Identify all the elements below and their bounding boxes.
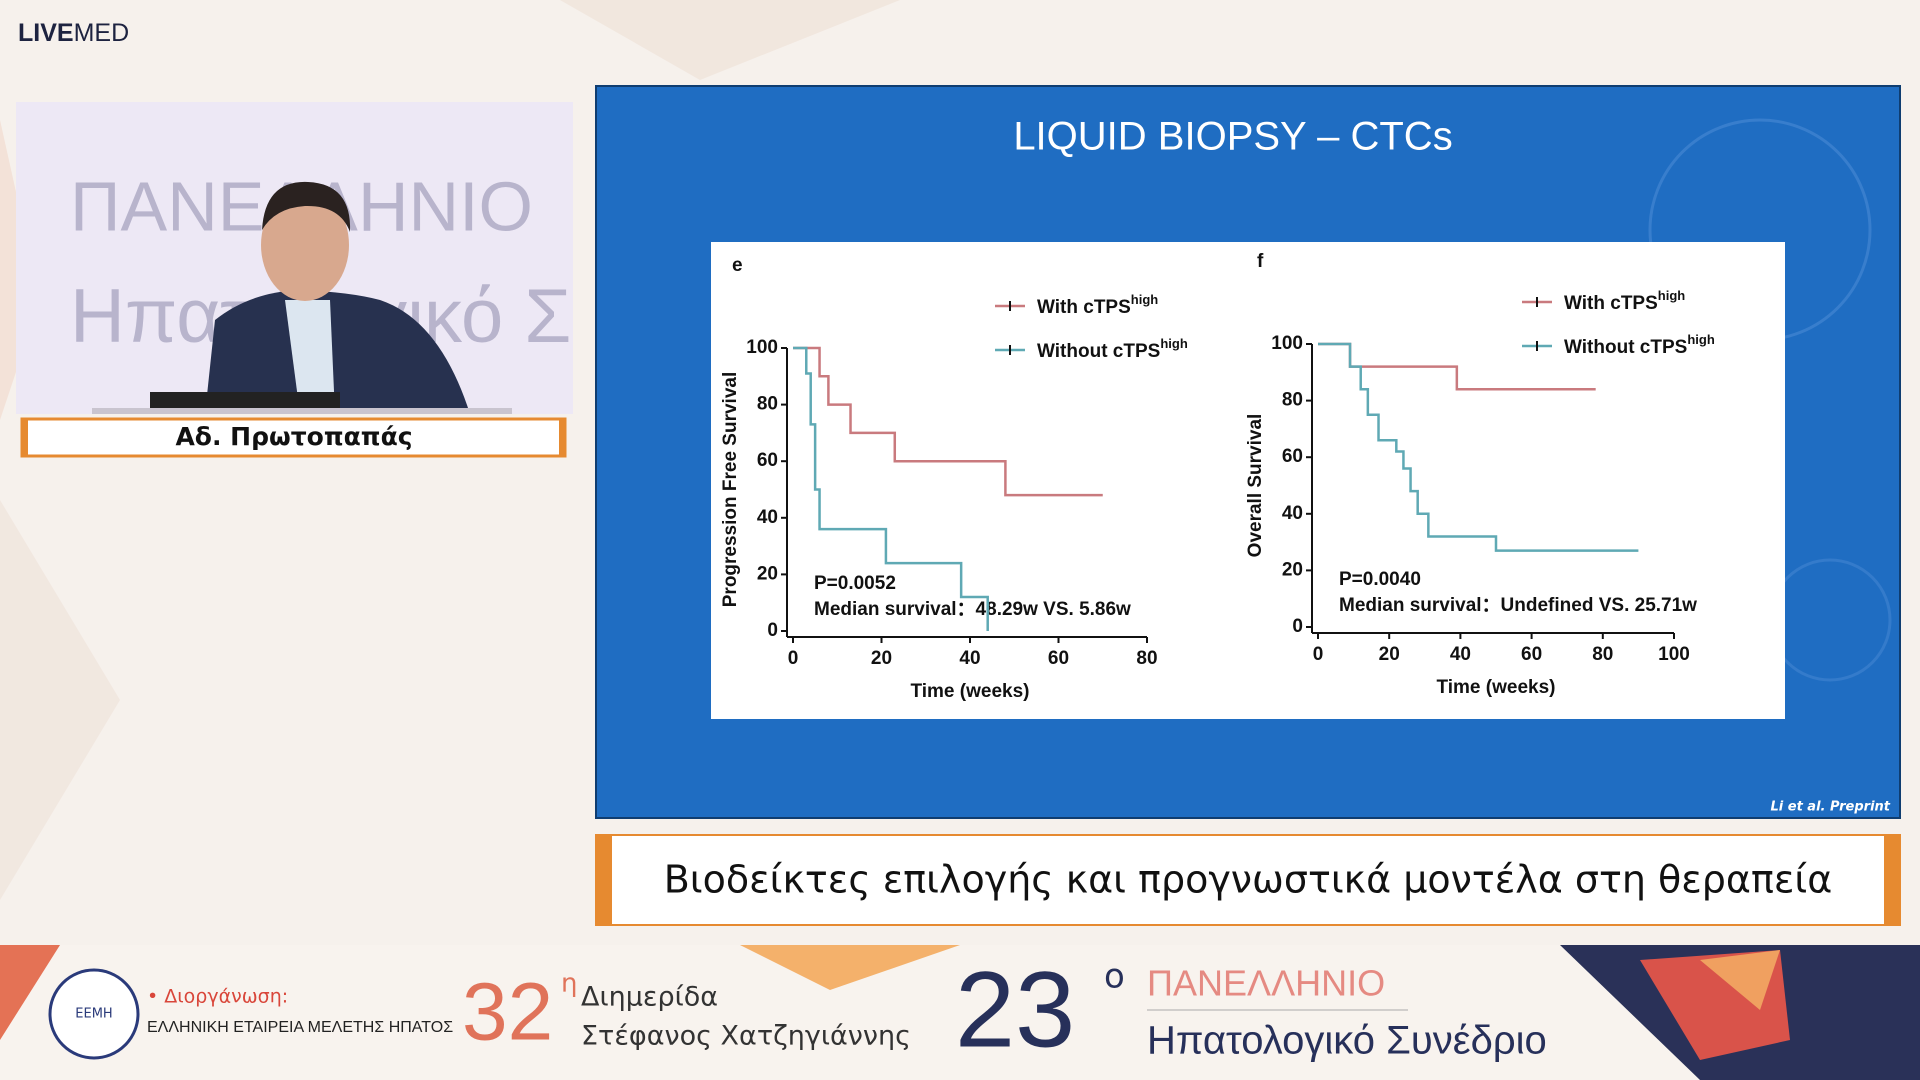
- x-axis-label: Time (weeks): [1437, 677, 1556, 698]
- event-sup: η: [561, 969, 577, 999]
- y-tick-label: 60: [757, 450, 778, 471]
- organizer-label: • Διοργάνωση:: [147, 986, 288, 1008]
- annotation: Median survival：48.29w VS. 5.86w: [814, 599, 1131, 620]
- legend-name: Without cTPS: [1037, 341, 1160, 362]
- annotation: P=0.0040: [1339, 569, 1421, 590]
- survival-curve: [793, 346, 989, 631]
- x-axis-label: Time (weeks): [911, 681, 1030, 702]
- y-tick-label: 80: [1282, 390, 1303, 411]
- legend-sup: high: [1658, 288, 1685, 303]
- survival-curve: [1318, 342, 1639, 552]
- x-tick-label: 100: [1658, 644, 1690, 665]
- event-sup: ο: [1104, 957, 1125, 997]
- video: ΠΑΝΕΛΛΗΝΙΟ Ηπατολογικό Σ: [16, 102, 573, 414]
- y-tick-label: 100: [1271, 333, 1303, 354]
- logo-bold: LIVE: [18, 19, 74, 47]
- name-bar-edge: [559, 419, 565, 456]
- y-tick-label: 0: [1292, 616, 1303, 637]
- slide-title: LIQUID BIOPSY – CTCs: [1013, 115, 1452, 159]
- y-tick-label: 80: [757, 394, 778, 415]
- event-line: Διημερίδα: [581, 982, 718, 1013]
- x-tick-label: 0: [788, 648, 799, 669]
- legend-name: Without cTPS: [1564, 337, 1687, 358]
- event-number: 23: [955, 949, 1075, 1070]
- y-tick-label: 60: [1282, 446, 1303, 467]
- x-tick-label: 0: [1313, 644, 1324, 665]
- citation: Li et al. Preprint: [1770, 800, 1890, 815]
- y-tick-label: 40: [1282, 503, 1303, 524]
- legend-sup: high: [1687, 332, 1714, 347]
- y-tick-label: 20: [1282, 559, 1303, 580]
- event-line: ΠΑΝΕΛΛΗΝΙΟ: [1147, 963, 1385, 1004]
- survival-curve: [793, 346, 1103, 497]
- legend-sup: high: [1131, 292, 1158, 307]
- subtitle-bar-edge: [596, 835, 612, 925]
- event-line: Ηπατολογικό Συνέδριο: [1147, 1019, 1547, 1063]
- logo-light: MED: [74, 19, 130, 47]
- subtitle: Βιοδείκτες επιλογής και προγνωστικά μοντ…: [664, 858, 1833, 902]
- y-axis-label: Overall Survival: [1245, 414, 1266, 558]
- x-tick-label: 20: [1379, 644, 1400, 665]
- lectern: [92, 408, 512, 414]
- legend-name: With cTPS: [1564, 293, 1658, 314]
- logo: LIVEMED: [18, 19, 129, 47]
- footer: ΕΕΜΗ • Διοργάνωση: ΕΛΛΗΝΙΚΗ ΕΤΑΙΡΕΙΑ ΜΕΛ…: [0, 945, 1920, 1080]
- person-hair: [262, 181, 351, 232]
- chart: 0 20 40 60 80 100 0 20 40 60 80 100 f Time (weeks) Ove…: [1245, 251, 1715, 698]
- y-tick-label: 20: [757, 563, 778, 584]
- person-shirt: [285, 300, 335, 414]
- y-tick-label: 100: [746, 337, 778, 358]
- speaker-name: Αδ. Πρωτοπαπάς: [175, 422, 412, 451]
- subtitle-bar: [595, 834, 1901, 926]
- panel-label: e: [732, 255, 743, 276]
- x-tick-label: 80: [1592, 644, 1613, 665]
- legend-sup: high: [1160, 336, 1187, 351]
- person-body: [205, 290, 470, 414]
- society-logo-text: ΕΕΜΗ: [75, 1007, 112, 1022]
- annotation: Median survival：Undefined VS. 25.71w: [1339, 595, 1697, 616]
- legend-entry: With cTPShigh: [1037, 292, 1158, 318]
- event-line: Στέφανος Χατζηγιάννης: [581, 1021, 911, 1052]
- chart: 0 20 40 60 80 100 0 20 40 60 80 e Time (weeks) Progre…: [720, 255, 1188, 702]
- footer-decor: [0, 945, 60, 1040]
- name-bar-edge: [22, 419, 28, 456]
- figure: [711, 242, 1785, 719]
- event-number: 32: [462, 967, 553, 1058]
- society-logo: [48, 968, 140, 1060]
- name-bar: [20, 417, 567, 458]
- decor: [0, 500, 120, 900]
- legend-entry: With cTPShigh: [1564, 288, 1685, 314]
- x-tick-label: 40: [1450, 644, 1471, 665]
- person-head: [261, 189, 349, 301]
- x-tick-label: 60: [1048, 648, 1069, 669]
- decor: [560, 0, 900, 80]
- annotation: P=0.0052: [814, 573, 896, 594]
- subtitle-bar-edge: [1884, 835, 1900, 925]
- y-axis-label: Progression Free Survival: [720, 372, 741, 608]
- y-tick-label: 40: [757, 507, 778, 528]
- x-tick-label: 80: [1136, 648, 1157, 669]
- x-tick-label: 40: [959, 648, 980, 669]
- charts: 0 20 40 60 80 100 0 20 40 60 80 e Time (weeks) Progre…: [720, 251, 1715, 702]
- liver-icon: [1700, 950, 1780, 1010]
- x-tick-label: 20: [871, 648, 892, 669]
- legend-entry: Without cTPShigh: [1037, 336, 1188, 362]
- y-tick-label: 0: [767, 620, 778, 641]
- organizer: ΕΛΛΗΝΙΚΗ ΕΤΑΙΡΕΙΑ ΜΕΛΕΤΗΣ ΗΠΑΤΟΣ: [147, 1019, 453, 1036]
- legend-entry: Without cTPShigh: [1564, 332, 1715, 358]
- footer-decor: [740, 945, 960, 990]
- x-tick-label: 60: [1521, 644, 1542, 665]
- legend-name: With cTPS: [1037, 297, 1131, 318]
- panel-label: f: [1257, 251, 1264, 272]
